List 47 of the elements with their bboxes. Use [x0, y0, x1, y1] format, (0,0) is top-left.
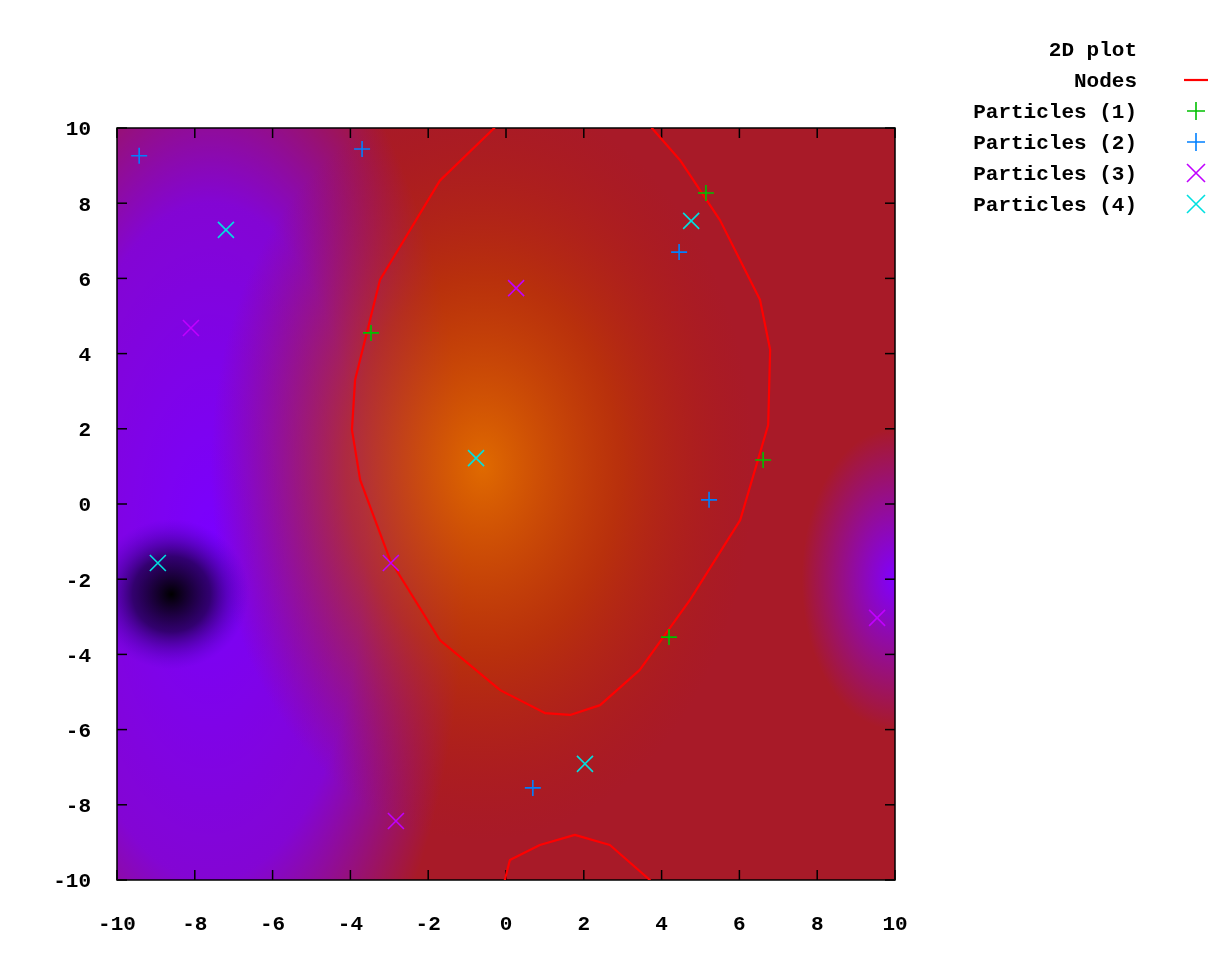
- point: [524, 779, 542, 797]
- point: [700, 491, 718, 509]
- x-tick-label: -6: [259, 913, 286, 936]
- legend-label: Nodes: [1073, 70, 1137, 94]
- y-tick-label: 4: [78, 343, 91, 367]
- x-tick-label: 8: [810, 913, 824, 936]
- x-tick-label: -2: [415, 913, 441, 936]
- x-tick-label: -10: [98, 913, 136, 936]
- point: [697, 184, 715, 202]
- point: [182, 319, 200, 337]
- point: [670, 243, 688, 261]
- y-tick-label: 0: [78, 494, 91, 518]
- x-tick-label: 0: [499, 913, 513, 936]
- legend-label: Particles (1): [973, 101, 1137, 125]
- y-tick-label: 6: [78, 268, 91, 292]
- point: [754, 451, 772, 469]
- point: [868, 609, 886, 627]
- legend-label: Particles (4): [973, 194, 1137, 218]
- x-tick-label: 4: [655, 913, 668, 936]
- point: [682, 212, 700, 230]
- y-tick-label: -6: [65, 719, 91, 743]
- legend-label: Particles (3): [973, 163, 1137, 187]
- point: [660, 628, 678, 646]
- y-tick-label: 10: [65, 118, 91, 142]
- point: [353, 140, 371, 158]
- point: [467, 449, 485, 467]
- point: [130, 147, 148, 165]
- point: [382, 554, 400, 572]
- x-tick-label: 2: [577, 913, 591, 936]
- x-tick-label: 10: [882, 913, 908, 936]
- x-tick-label: 6: [733, 913, 746, 936]
- point: [149, 554, 167, 572]
- y-tick-label: 2: [78, 419, 91, 443]
- y-tick-label: -10: [53, 870, 91, 894]
- point: [362, 324, 380, 342]
- point: [576, 755, 594, 773]
- y-tick-label: -2: [65, 569, 91, 593]
- y-tick-label: -4: [65, 644, 91, 668]
- legend-label: Particles (2): [973, 132, 1137, 156]
- point: [507, 279, 525, 297]
- point: [217, 221, 235, 239]
- y-tick-label: 8: [78, 193, 91, 217]
- y-tick-label: -8: [65, 795, 91, 819]
- point: [387, 812, 405, 830]
- legend-title: 2D plot: [1048, 39, 1137, 63]
- x-tick-label: -4: [337, 913, 364, 936]
- x-tick-label: -8: [182, 913, 208, 936]
